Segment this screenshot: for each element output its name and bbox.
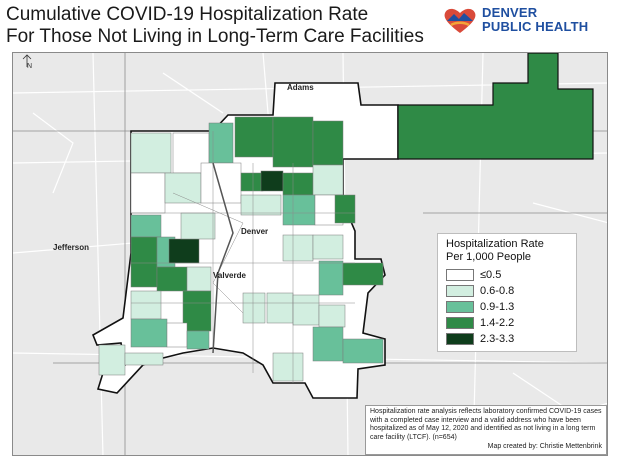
legend-title: Hospitalization Rate Per 1,000 People [446, 238, 570, 264]
logo-text: DENVER PUBLIC HEALTH [482, 6, 588, 34]
legend-swatch [446, 268, 474, 281]
legend-item: ≤0.5 [446, 267, 570, 282]
legend-label: 0.9-1.3 [480, 300, 515, 313]
map-title: Cumulative COVID-19 Hospitalization Rate… [6, 4, 424, 48]
logo-line-1: DENVER [482, 5, 538, 20]
label-denver: Denver [241, 227, 269, 236]
logo-line-2: PUBLIC HEALTH [482, 19, 589, 34]
legend-label: ≤0.5 [480, 268, 502, 281]
legend-label: 2.3-3.3 [480, 332, 515, 345]
heart-mountain-logo-icon [444, 8, 476, 33]
label-adams: Adams [287, 83, 314, 92]
legend-label: 0.6-0.8 [480, 284, 515, 297]
legend-item: 1.4-2.2 [446, 315, 570, 330]
legend-label: 1.4-2.2 [480, 316, 515, 329]
legend: Hospitalization Rate Per 1,000 People ≤0… [437, 233, 577, 352]
tract-grid [131, 131, 355, 383]
legend-swatch [446, 300, 474, 313]
map-canvas [13, 53, 607, 455]
legend-swatch [446, 316, 474, 329]
legend-item: 2.3-3.3 [446, 331, 570, 346]
census-tracts [98, 116, 384, 382]
legend-title-line-2: Per 1,000 People [446, 251, 532, 263]
note-text: Hospitalization rate analysis reflects l… [370, 408, 602, 441]
legend-swatch [446, 332, 474, 345]
title-line-1: Cumulative COVID-19 Hospitalization Rate [6, 4, 369, 25]
legend-item: 0.6-0.8 [446, 283, 570, 298]
label-valverde: Valverde [213, 271, 246, 280]
map-credit: Map created by: Christie Mettenbrink [487, 443, 602, 451]
north-arrow-label: N [27, 63, 33, 70]
label-jefferson: Jefferson [53, 243, 90, 252]
legend-title-line-1: Hospitalization Rate [446, 238, 544, 250]
legend-item: 0.9-1.3 [446, 299, 570, 314]
north-arrow-icon [22, 54, 32, 67]
denver-public-health-logo: DENVER PUBLIC HEALTH [440, 2, 615, 46]
title-line-2: For Those Not Living in Long-Term Care F… [6, 26, 424, 47]
airport-extension [397, 53, 594, 160]
methodology-note: Hospitalization rate analysis reflects l… [365, 405, 607, 455]
highway [212, 162, 234, 354]
choropleth-map[interactable]: N Adams Denver Jefferson Valverde Hospit… [12, 52, 608, 456]
legend-swatch [446, 284, 474, 297]
